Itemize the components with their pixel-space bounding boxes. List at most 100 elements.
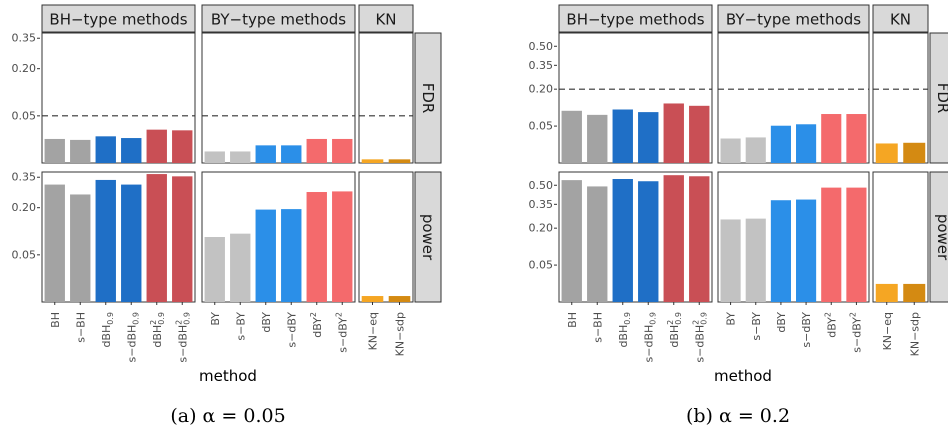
y-tick-label: 0.05: [529, 259, 554, 272]
bar-fdr: [821, 114, 842, 163]
y-tick-label: 0.20: [529, 83, 554, 96]
x-tick-label: s−dBH20.9: [691, 312, 708, 363]
bar-power: [70, 194, 91, 302]
bar-power: [332, 191, 353, 302]
facet-strip-label: KN: [375, 11, 396, 29]
bar-fdr: [587, 114, 608, 163]
panel-background: [41, 32, 196, 164]
figure-caption: (b) α = 0.2: [686, 405, 790, 427]
bar-power: [95, 179, 116, 302]
x-tick-label: dBY: [774, 312, 787, 333]
bar-fdr: [306, 138, 327, 163]
x-tick-label: dBH0.9: [99, 312, 114, 348]
x-tick-label: s−dBY: [800, 312, 813, 348]
x-tick-label: dBH20.9: [148, 312, 165, 348]
row-strip-power: [929, 171, 948, 303]
chart-figure-b: BH−type methods BY−type methods KN FDR power…: [529, 4, 948, 427]
panel-background: [872, 32, 929, 164]
bar-fdr: [172, 130, 193, 163]
bar-power: [388, 296, 411, 302]
row-strip-fdr: [414, 32, 442, 164]
bar-fdr: [612, 109, 633, 163]
bar-fdr: [230, 151, 251, 163]
y-tick-label: 0.20: [12, 201, 37, 214]
bar-power: [255, 209, 276, 302]
x-axis-title: method: [714, 367, 772, 385]
x-tick-label: s−dBH20.9: [174, 312, 191, 363]
x-tick-label: dBY2: [308, 312, 323, 338]
bar-fdr: [146, 129, 167, 163]
bar-fdr: [121, 138, 142, 163]
bar-fdr: [638, 112, 659, 163]
x-tick-label: s−BH: [74, 312, 87, 343]
y-tick-label: 0.50: [529, 40, 554, 53]
x-tick-label: s−dBH0.9: [642, 312, 657, 362]
panel-background: [558, 32, 713, 164]
bar-fdr: [663, 103, 684, 163]
y-tick-label: 0.05: [12, 248, 37, 261]
bar-fdr: [70, 139, 91, 163]
panel-background: [358, 171, 414, 303]
x-tick-label: s−dBY2: [848, 312, 863, 353]
panel-background: [872, 171, 929, 303]
facet-strip-label: KN: [890, 11, 911, 29]
y-tick-label: 0.20: [529, 222, 554, 235]
x-tick-label: dBY: [259, 312, 272, 333]
y-tick-label: 0.05: [529, 120, 554, 133]
bar-fdr: [903, 142, 926, 163]
bar-power: [796, 199, 817, 302]
panel-background: [41, 171, 196, 303]
x-tick-label: s−BY: [749, 312, 762, 341]
x-tick-label: BH: [48, 312, 61, 328]
figure-caption: (a) α = 0.05: [170, 405, 285, 427]
facet-strip-0: [41, 4, 196, 33]
panel-background: [201, 171, 356, 303]
panel-background: [717, 32, 870, 164]
bar-power: [745, 218, 766, 302]
bar-power: [121, 184, 142, 302]
y-tick-label: 0.35: [12, 171, 37, 184]
facet-strip-1: [201, 4, 356, 33]
bar-power: [846, 187, 867, 302]
bar-power: [689, 176, 710, 302]
bar-fdr: [361, 159, 384, 163]
facet-strip-1: [717, 4, 870, 33]
facet-strip-label: BY−type methods: [211, 11, 346, 29]
row-strip-power: [414, 171, 442, 303]
x-tick-label: s−dBH0.9: [125, 312, 140, 362]
facet-strip-0: [558, 4, 713, 33]
bar-power: [172, 176, 193, 302]
x-tick-label: BH: [565, 312, 578, 328]
bar-fdr: [689, 105, 710, 163]
bar-power: [720, 219, 741, 302]
y-tick-label: 0.35: [12, 32, 37, 45]
bar-power: [204, 237, 225, 302]
bar-power: [44, 184, 65, 302]
bar-fdr: [720, 138, 741, 163]
panel-background: [358, 32, 414, 164]
panel-background: [558, 171, 713, 303]
bar-power: [306, 192, 327, 302]
row-strip-label: FDR: [934, 83, 948, 114]
facet-strip-label: BH−type methods: [49, 11, 187, 29]
row-strip-fdr: [929, 32, 948, 164]
bar-power: [612, 179, 633, 302]
bar-fdr: [561, 110, 582, 163]
bar-power: [821, 187, 842, 302]
bar-fdr: [255, 145, 276, 163]
facet-strip-2: [872, 4, 929, 33]
bar-fdr: [388, 159, 411, 163]
bar-power: [663, 175, 684, 302]
x-tick-label: dBH0.9: [616, 312, 631, 348]
x-tick-label: KN−sdp: [393, 312, 406, 356]
bar-fdr: [204, 151, 225, 163]
bar-power: [146, 174, 167, 302]
facet-strip-2: [358, 4, 414, 33]
facet-strip-label: BY−type methods: [726, 11, 861, 29]
bar-power: [230, 233, 251, 302]
row-strip-label: power: [419, 214, 437, 261]
y-tick-label: 0.05: [12, 109, 37, 122]
bar-fdr: [745, 137, 766, 163]
bar-fdr: [846, 114, 867, 163]
bar-power: [561, 180, 582, 302]
